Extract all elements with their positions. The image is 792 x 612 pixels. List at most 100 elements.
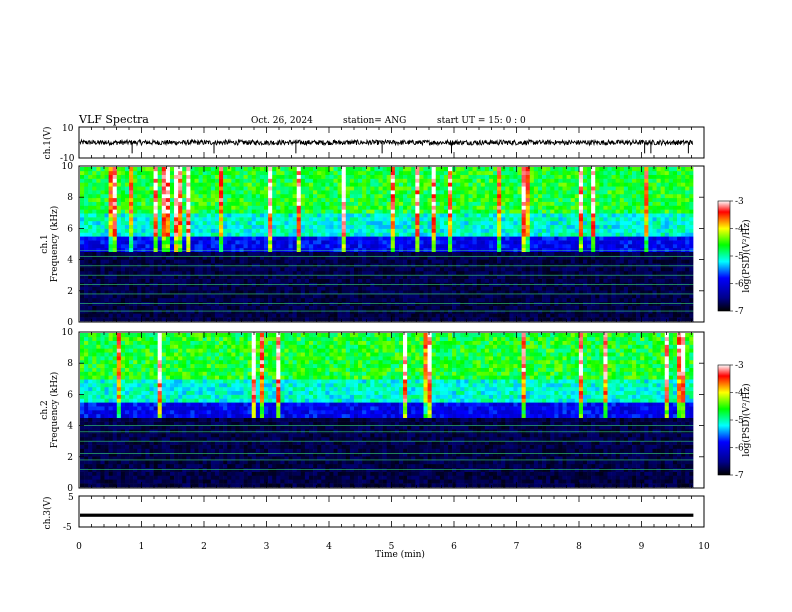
psd-cell (272, 174, 277, 179)
psd-cell (349, 290, 355, 295)
psd-cell (137, 286, 142, 291)
psd-cell (141, 182, 146, 187)
psd-cell (206, 209, 212, 214)
psd-cell (149, 174, 154, 179)
psd-cell (574, 297, 580, 303)
psd-cell (443, 182, 449, 187)
psd-cell (153, 228, 158, 233)
psd-cell (341, 305, 347, 310)
psd-cell (558, 274, 563, 279)
psd-cell (341, 182, 347, 187)
psd-cell (259, 232, 265, 237)
psd-cell (378, 170, 383, 175)
psd-cell (546, 305, 551, 310)
psd-cell (210, 201, 216, 206)
psd-cell (165, 247, 171, 252)
psd-cell (300, 247, 306, 252)
psd-cell (80, 251, 85, 256)
psd-cell (488, 224, 494, 229)
psd-cell (464, 217, 469, 222)
psd-cell (104, 193, 109, 199)
psd-cell (550, 228, 555, 233)
psd-cell (161, 317, 167, 322)
psd-cell (116, 220, 122, 226)
psd-cell (345, 220, 351, 226)
psd-cell (386, 305, 392, 310)
psd-cell (80, 217, 85, 222)
psd-cell (443, 197, 449, 202)
psd-cell (100, 174, 105, 179)
psd-cell (390, 274, 396, 279)
psd-cell (129, 232, 134, 237)
psd-cell (574, 205, 580, 210)
psd-cell (407, 201, 412, 206)
psd-cell (558, 213, 563, 218)
psd-cell (439, 317, 445, 322)
psd-cell (133, 294, 138, 299)
psd-cell (505, 290, 510, 295)
psd-cell (219, 309, 224, 314)
psd-cell (333, 193, 338, 199)
psd-cell (239, 263, 244, 268)
psd-cell (403, 294, 408, 299)
psd-cell (288, 301, 293, 306)
psd-cell (210, 190, 216, 195)
psd-cell (529, 247, 535, 252)
psd-cell (505, 309, 510, 314)
psd-cell (104, 209, 109, 214)
psd-cell (112, 193, 118, 199)
psd-cell (439, 251, 445, 256)
psd-cell (198, 259, 203, 264)
psd-cell (169, 232, 175, 237)
psd-cell (554, 290, 559, 295)
psd-cell (525, 201, 531, 206)
psd-cell (174, 217, 179, 222)
psd-cell (194, 217, 199, 222)
psd-cell (484, 190, 490, 195)
psd-cell (460, 309, 465, 314)
psd-cell (497, 190, 502, 195)
psd-cell (505, 294, 510, 299)
psd-cell (427, 244, 432, 249)
psd-cell (419, 190, 424, 195)
psd-cell (214, 305, 220, 310)
psd-cell (276, 297, 281, 303)
psd-cell (108, 317, 114, 322)
psd-cell (325, 236, 330, 241)
psd-cell (537, 313, 543, 318)
psd-cell (415, 305, 420, 310)
psd-cell (165, 224, 171, 229)
psd-cell (223, 278, 228, 283)
psd-cell (317, 317, 322, 322)
psd-cell (214, 270, 220, 276)
psd-cell (476, 217, 482, 222)
psd-cell (337, 286, 343, 291)
psd-cell (407, 255, 412, 260)
psd-cell (80, 182, 85, 187)
psd-cell (239, 190, 244, 195)
psd-cell (546, 167, 551, 172)
psd-cell (439, 274, 445, 279)
psd-cell (443, 313, 449, 318)
psd-cell (493, 255, 498, 260)
psd-cell (272, 190, 277, 195)
psd-cell (292, 255, 298, 260)
psd-cell (169, 309, 175, 314)
psd-cell (554, 309, 559, 314)
psd-cell (431, 305, 437, 310)
psd-cell (268, 174, 273, 179)
psd-cell (100, 182, 105, 187)
psd-cell (374, 305, 379, 310)
psd-cell (300, 197, 306, 202)
psd-cell (206, 174, 212, 179)
psd-cell (178, 205, 183, 210)
psd-cell (480, 220, 486, 226)
psd-cell (92, 178, 97, 183)
psd-cell (288, 286, 293, 291)
psd-cell (219, 255, 224, 260)
psd-cell (362, 286, 367, 291)
psd-cell (276, 190, 281, 195)
psd-cell (198, 294, 203, 299)
psd-cell (210, 313, 216, 318)
psd-cell (374, 286, 379, 291)
